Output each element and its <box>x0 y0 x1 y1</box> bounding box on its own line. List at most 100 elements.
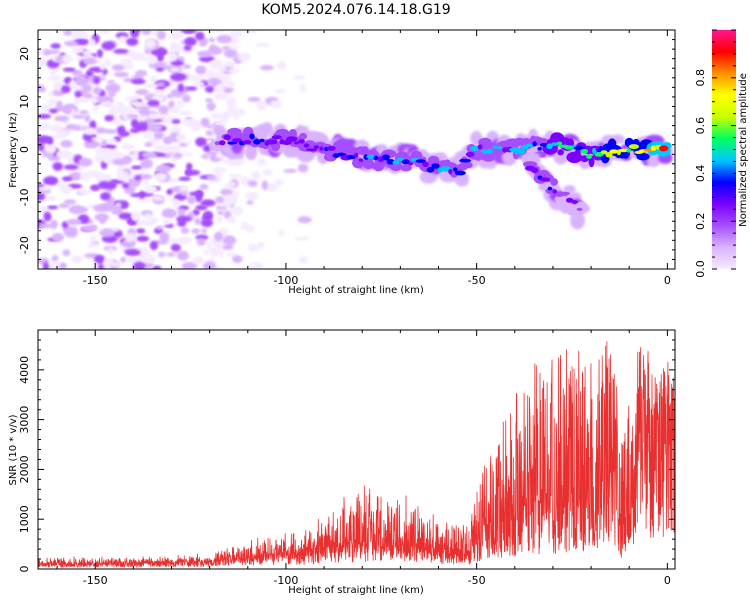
spectrogram-cell <box>177 83 185 92</box>
tick-label: -50 <box>468 274 486 287</box>
spectrogram-cell <box>255 42 271 47</box>
spectrogram-cell <box>132 211 139 221</box>
spectrogram-cell <box>120 256 127 263</box>
spectrogram-cell <box>64 40 79 47</box>
spectrogram-cell <box>570 211 585 230</box>
tick-label: -10 <box>18 188 31 206</box>
spectrogram-cell <box>218 75 232 81</box>
spectrogram-cell <box>492 145 498 149</box>
spectrogram-cell <box>155 67 165 72</box>
snr-panel: -150 -100 -50 0 0 1000 2000 3000 4000 Height of … <box>8 329 676 596</box>
spectrogram-cell <box>110 207 123 215</box>
spectrogram-cell <box>141 151 158 159</box>
spectrogram-cell <box>126 114 139 119</box>
spectrogram-cell <box>136 196 152 203</box>
spectrogram-cell <box>209 247 220 257</box>
spectrogram-cell <box>176 215 192 223</box>
spectrogram-cell <box>576 207 583 211</box>
spectrogram-cell <box>274 89 287 94</box>
spectrogram-cell <box>61 54 73 64</box>
spectrogram-cell <box>126 256 141 264</box>
spectrogram-cell <box>179 185 190 192</box>
spectrogram-cell <box>144 213 151 218</box>
spectrogram-cell <box>61 85 71 94</box>
spectrogram-cell <box>319 146 324 151</box>
spectrogram-cell <box>111 150 119 160</box>
spectrogram-cell <box>244 192 260 200</box>
spectrogram-cell <box>147 112 164 120</box>
spectrogram-cell <box>65 124 78 131</box>
spectrogram-cell <box>87 243 98 248</box>
tick-label: 4000 <box>18 356 31 384</box>
spectrogram-cell <box>162 218 171 225</box>
spectrogram-cell <box>135 89 149 95</box>
tick-label: 0 <box>18 146 31 153</box>
spectrogram-cell <box>253 139 261 145</box>
spectrogram-cell <box>79 172 90 181</box>
spectrogram-cell <box>38 113 51 119</box>
spectrogram-cell <box>659 145 669 152</box>
colorbar-label: Normalized spectral amplitude <box>738 73 749 227</box>
spectrogram-cell <box>152 265 162 269</box>
spectrogram-cell <box>219 112 230 123</box>
tick-label: -100 <box>273 574 298 587</box>
tick-label: 0.0 <box>694 260 707 278</box>
spectrogram-cell <box>60 140 73 148</box>
spectrogram-cell <box>178 110 192 116</box>
spectrogram-cell <box>185 86 198 91</box>
tick-label: 0.6 <box>694 117 707 135</box>
figure-title: KOM5.2024.076.14.18.G19 <box>261 2 450 18</box>
spectrogram-cell <box>227 45 240 50</box>
spectrogram-cell <box>619 148 629 153</box>
spectrogram-cell <box>47 205 59 210</box>
spectrogram-cell <box>52 260 61 269</box>
spectrogram-cell <box>144 38 156 49</box>
spectrogram-cell <box>271 135 282 140</box>
spectrogram-cell <box>214 85 226 93</box>
spectrogram-cell <box>298 255 308 265</box>
spectrogram-cell <box>242 140 252 145</box>
spectrogram-cell <box>176 250 189 261</box>
spectrogram-cell <box>96 49 103 58</box>
spectrogram-cell <box>229 206 244 216</box>
spectrogram-cell <box>223 195 237 202</box>
spectrogram-cell <box>173 152 183 159</box>
spectrogram-cell <box>193 81 205 87</box>
spectrogram-cell <box>144 142 153 147</box>
snr-series-line <box>38 341 675 569</box>
spectrogram-cell <box>38 191 45 201</box>
spectrogram-cell <box>93 86 102 95</box>
spectrogram-cell <box>195 31 205 41</box>
spectrogram-cell <box>71 46 85 54</box>
spectrogram-cell <box>265 139 278 145</box>
spectrogram-cell <box>170 67 180 73</box>
spectrogram-cell <box>100 192 111 201</box>
spectrogram-cell <box>171 119 181 124</box>
spectrogram-cell <box>227 141 238 145</box>
spectrogram-cell <box>120 58 133 66</box>
spectrogram-cell <box>133 261 146 269</box>
spectrogram-cell <box>78 97 90 103</box>
spectrogram-cell <box>45 195 56 201</box>
spectrogram-cell <box>74 91 82 98</box>
spectrogram-cell <box>99 62 106 71</box>
spectrogram-cell <box>49 108 58 114</box>
tick-label: 3000 <box>18 406 31 434</box>
spectrogram-cell <box>580 148 589 154</box>
spectrogram-cell <box>209 44 217 51</box>
spectrogram-cell <box>246 200 254 205</box>
spectrogram-cell <box>183 44 192 51</box>
spectrogram-cell <box>563 185 576 194</box>
spectrogram-cell <box>573 146 586 151</box>
spectrogram-cell <box>213 231 223 242</box>
spectrogram-cell <box>73 206 89 214</box>
spectrogram-cell <box>100 101 113 107</box>
spectrogram-cell <box>144 83 159 89</box>
spectrogram-cell <box>463 161 473 169</box>
spectrogram-cell <box>43 176 59 186</box>
spectrogram-cell <box>54 115 69 122</box>
spectrogram-cell <box>195 193 202 203</box>
spectrogram-cell <box>184 37 197 46</box>
tick-label: 10 <box>18 95 31 109</box>
